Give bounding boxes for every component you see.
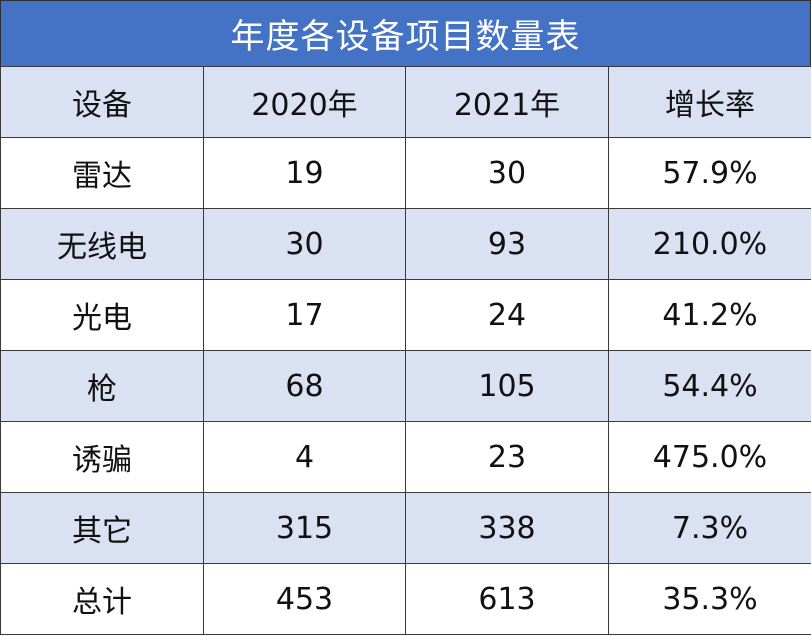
table-cell: 35.3%	[608, 563, 811, 635]
table-cell: 其它	[0, 492, 204, 564]
table-cell: 453	[203, 563, 406, 635]
table-row: 无线电 30 93 210.0%	[0, 208, 811, 280]
header-cell: 增长率	[608, 66, 811, 138]
table-cell: 19	[203, 137, 406, 209]
table-cell: 105	[405, 350, 609, 422]
table-cell: 30	[405, 137, 609, 209]
table-row: 总计 453 613 35.3%	[0, 563, 811, 635]
header-row: 设备 2020年 2021年 增长率	[0, 66, 811, 138]
table-row: 诱骗 4 23 475.0%	[0, 421, 811, 493]
table-row: 枪 68 105 54.4%	[0, 350, 811, 422]
header-cell: 设备	[0, 66, 204, 138]
table-cell: 诱骗	[0, 421, 204, 493]
table-cell: 4	[203, 421, 406, 493]
table-row: 光电 17 24 41.2%	[0, 279, 811, 351]
table-cell: 57.9%	[608, 137, 811, 209]
table-cell: 41.2%	[608, 279, 811, 351]
header-cell: 2020年	[203, 66, 406, 138]
table-row: 其它 315 338 7.3%	[0, 492, 811, 564]
data-table: 设备 2020年 2021年 增长率 雷达 19 30 57.9% 无线电 30 93 210.0% 光…	[0, 66, 811, 635]
table-cell: 23	[405, 421, 609, 493]
table-cell: 30	[203, 208, 406, 280]
table-row: 雷达 19 30 57.9%	[0, 137, 811, 209]
table-cell: 54.4%	[608, 350, 811, 422]
table-cell: 93	[405, 208, 609, 280]
table-cell: 68	[203, 350, 406, 422]
table-cell: 雷达	[0, 137, 204, 209]
table-cell: 338	[405, 492, 609, 564]
table-cell: 无线电	[0, 208, 204, 280]
table-cell: 光电	[0, 279, 204, 351]
table-cell: 315	[203, 492, 406, 564]
table-cell: 枪	[0, 350, 204, 422]
table-cell: 总计	[0, 563, 204, 635]
table-cell: 210.0%	[608, 208, 811, 280]
header-cell: 2021年	[405, 66, 609, 138]
table-title: 年度各设备项目数量表	[0, 0, 811, 66]
table-cell: 17	[203, 279, 406, 351]
table-cell: 24	[405, 279, 609, 351]
table-cell: 7.3%	[608, 492, 811, 564]
table-cell: 613	[405, 563, 609, 635]
table-cell: 475.0%	[608, 421, 811, 493]
